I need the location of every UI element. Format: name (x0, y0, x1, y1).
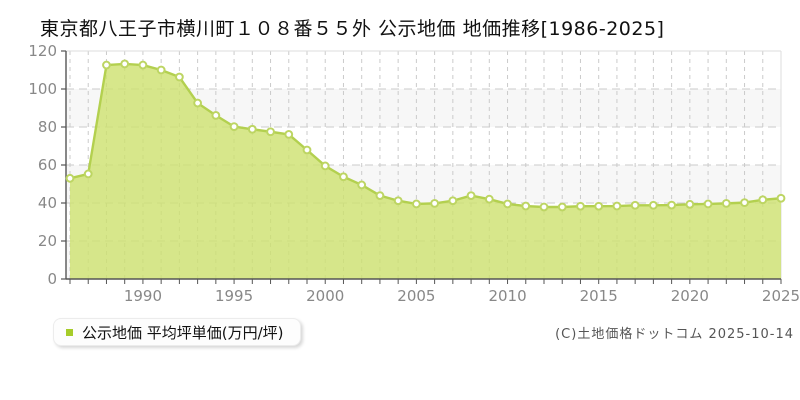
data-point[interactable] (521, 201, 531, 211)
data-point[interactable] (193, 98, 203, 108)
data-point[interactable] (229, 122, 239, 132)
data-point[interactable] (758, 195, 768, 205)
data-point[interactable] (740, 198, 749, 208)
x-tick-label: 1990 (124, 287, 162, 305)
data-point[interactable] (393, 196, 403, 206)
y-tick-label: 80 (38, 118, 57, 136)
data-point[interactable] (576, 201, 585, 211)
data-point[interactable] (284, 130, 294, 139)
y-tick-label: 60 (38, 156, 57, 174)
data-point[interactable] (320, 161, 330, 171)
data-point[interactable] (466, 191, 476, 200)
x-tick-label: 2015 (580, 287, 618, 305)
legend-swatch-icon (66, 328, 73, 336)
y-tick-label: 100 (28, 80, 57, 98)
data-point[interactable] (594, 201, 604, 211)
data-point[interactable] (685, 199, 695, 209)
data-point[interactable] (648, 200, 658, 210)
data-point[interactable] (503, 199, 512, 209)
data-point[interactable] (539, 202, 549, 212)
x-tick-label: 2005 (397, 287, 435, 305)
trend-line (69, 62, 782, 209)
y-tick-label: 20 (38, 232, 57, 250)
data-point[interactable] (156, 65, 166, 75)
data-point[interactable] (102, 60, 111, 70)
data-point[interactable] (247, 124, 257, 134)
y-tick-label: 40 (38, 194, 57, 212)
axes: 0 20 40 60 80 100 120 1990 1995 2000 2005 2010 2015 2… (28, 42, 800, 305)
data-point[interactable] (448, 196, 458, 206)
data-point[interactable] (120, 59, 130, 69)
page-title: 東京都八王子市横川町１０８番５５外 公示地価 地価推移[1986-2025] (40, 18, 665, 40)
data-point[interactable] (411, 199, 421, 209)
data-point[interactable] (302, 145, 312, 155)
data-point[interactable] (703, 199, 713, 209)
x-tick-label: 2010 (488, 287, 526, 305)
data-point[interactable] (266, 127, 275, 137)
legend-label: 公示地価 平均坪単価(万円/坪) (82, 323, 284, 342)
data-point[interactable] (430, 198, 440, 208)
data-point[interactable] (375, 191, 385, 200)
data-point[interactable] (138, 60, 148, 70)
data-point[interactable] (630, 200, 640, 210)
y-tick-label: 0 (47, 270, 57, 288)
data-point[interactable] (211, 111, 221, 120)
data-point[interactable] (667, 200, 677, 210)
x-tick-label: 2025 (762, 287, 800, 305)
x-tick-label: 1995 (215, 287, 253, 305)
data-point[interactable] (174, 72, 184, 82)
legend: 公示地価 平均坪単価(万円/坪) (53, 318, 301, 346)
data-point[interactable] (484, 194, 494, 204)
area-fill (70, 63, 781, 279)
data-point[interactable] (339, 172, 348, 182)
data-points (65, 59, 786, 212)
data-point[interactable] (776, 193, 786, 203)
data-point[interactable] (65, 173, 75, 183)
data-point[interactable] (721, 198, 731, 208)
y-tick-label: 120 (28, 42, 57, 60)
data-point[interactable] (357, 180, 367, 190)
data-point[interactable] (83, 169, 93, 179)
x-tick-label: 2000 (306, 287, 344, 305)
copyright-note: (C)土地価格ドットコム 2025-10-14 (555, 327, 794, 342)
x-tick-label: 2020 (671, 287, 709, 305)
data-point[interactable] (557, 202, 567, 212)
data-point[interactable] (612, 201, 622, 211)
